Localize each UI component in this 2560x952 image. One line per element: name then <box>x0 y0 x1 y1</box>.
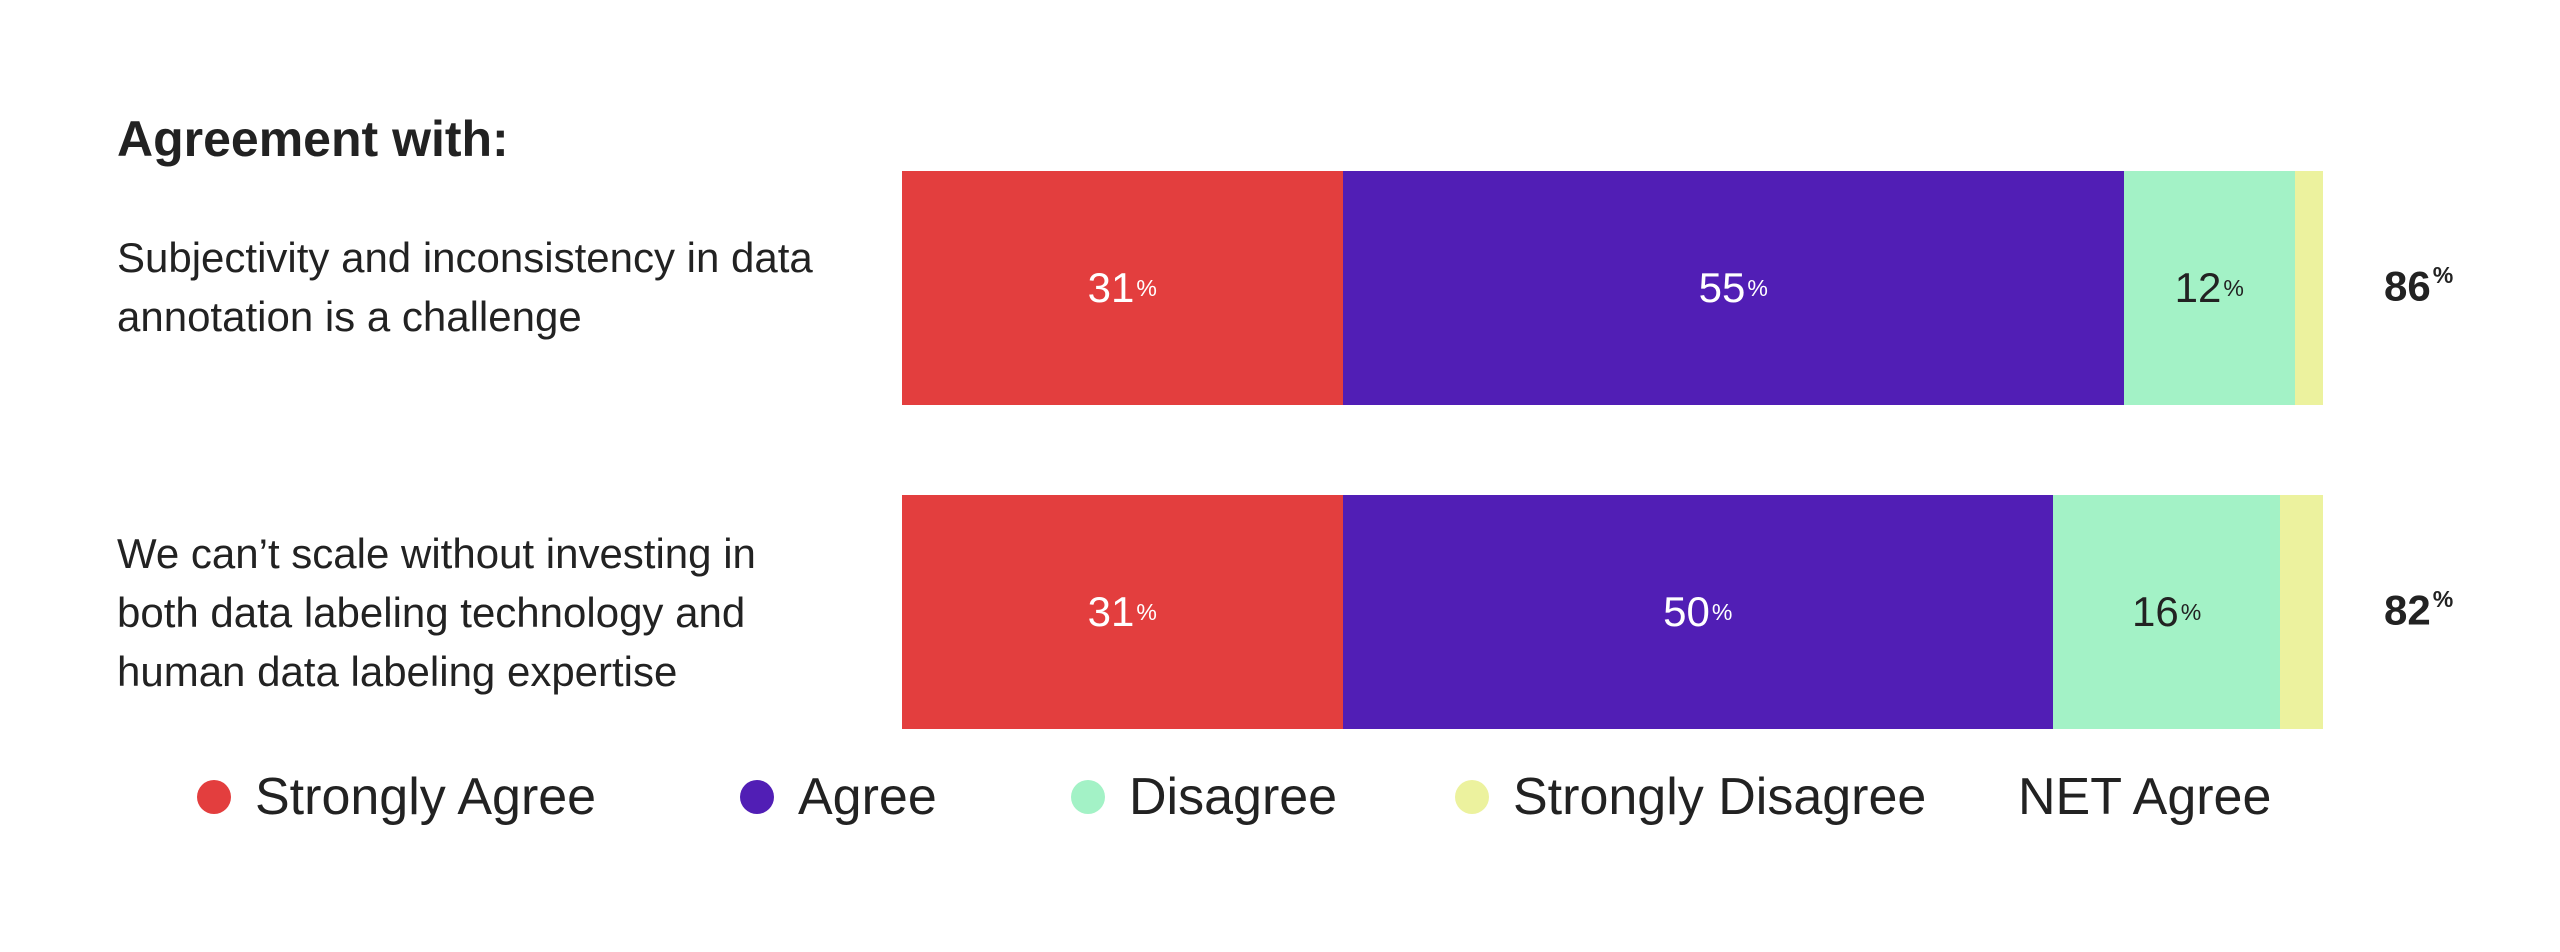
data-label-unit-agree-2: % <box>1711 598 1733 625</box>
data-label-disagree-1: 12 <box>2174 264 2222 311</box>
legend-label-disagree: Disagree <box>1129 768 1338 826</box>
data-label-unit-disagree-1: % <box>2223 274 2244 301</box>
strongly-agree-swatch <box>197 780 231 814</box>
legend-item-agree: Agree <box>740 762 937 832</box>
stacked-bar-2: 31% 50% 16% <box>902 495 2323 729</box>
legend-item-strongly-disagree: Strongly Disagree <box>1455 762 1926 832</box>
data-label-unit-strongly-agree-2: % <box>1136 598 1157 625</box>
legend-item-strongly-agree: Strongly Agree <box>197 762 596 832</box>
legend-label-net-agree: NET Agree <box>2018 768 2272 826</box>
strongly-disagree-swatch <box>1455 780 1489 814</box>
data-label-strongly-agree-1: 31 <box>1087 264 1135 311</box>
data-label-unit-disagree-2: % <box>2180 598 2202 625</box>
legend-label-strongly-disagree: Strongly Disagree <box>1513 768 1927 826</box>
bar-segment-strongly-disagree-2 <box>2280 495 2323 729</box>
data-label-agree-2: 50 <box>1663 588 1710 635</box>
bar-segment-agree-1: 55% <box>1342 171 2125 405</box>
data-label-unit-strongly-agree-1: % <box>1136 274 1157 301</box>
bar-segment-strongly-agree-1: 31% <box>902 171 1343 405</box>
net-agree-unit-2: % <box>2432 586 2454 612</box>
category-label-1: Subjectivity and inconsistency in data a… <box>117 234 813 340</box>
legend-label-agree: Agree <box>798 768 937 826</box>
legend-item-net-agree: NET Agree <box>2018 762 2271 832</box>
net-agree-unit-1: % <box>2432 262 2454 288</box>
bar-segment-disagree-1: 12% <box>2124 171 2295 405</box>
data-label-disagree-2: 16 <box>2132 588 2179 635</box>
data-label-agree-1: 55 <box>1698 264 1746 311</box>
net-agree-value-1: 86% <box>2384 262 2453 310</box>
net-agree-number-1: 86 <box>2384 262 2431 310</box>
net-agree-value-2: 82% <box>2384 586 2453 634</box>
disagree-swatch <box>1071 780 1105 814</box>
bar-segment-disagree-2: 16% <box>2053 495 2281 729</box>
legend-label-strongly-agree: Strongly Agree <box>255 768 597 826</box>
net-agree-number-2: 82 <box>2384 586 2431 634</box>
chart-title: Agreement with: <box>117 111 509 167</box>
stacked-bar-1: 31% 55% 12% <box>902 171 2323 405</box>
category-label-2: We can’t scale without investing in both… <box>117 530 756 695</box>
bar-segment-strongly-agree-2: 31% <box>902 495 1343 729</box>
bar-segment-strongly-disagree-1 <box>2294 171 2323 405</box>
data-label-strongly-agree-2: 31 <box>1087 588 1135 635</box>
bar-segment-agree-2: 50% <box>1342 495 2053 729</box>
data-label-unit-agree-1: % <box>1747 274 1768 301</box>
agree-swatch <box>740 780 774 814</box>
legend-item-disagree: Disagree <box>1071 762 1337 832</box>
